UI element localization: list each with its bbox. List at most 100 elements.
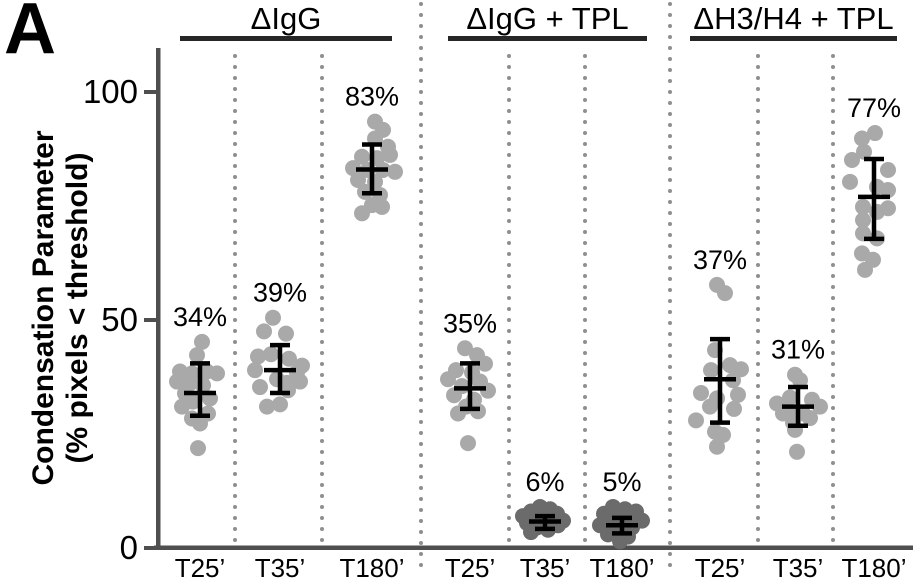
data-point <box>792 372 808 389</box>
data-point <box>194 333 210 350</box>
data-point <box>250 348 266 365</box>
condition-T25’: 34% T25’ <box>169 302 227 580</box>
mean-percent-label: 6% <box>525 467 564 497</box>
condition-divider-line <box>831 54 835 542</box>
data-point <box>192 415 208 432</box>
data-point <box>387 163 403 180</box>
data-point <box>730 386 746 403</box>
condition-T180’: 5% T180’ <box>589 467 654 580</box>
data-point <box>374 198 390 215</box>
data-point <box>247 362 263 379</box>
error-bar <box>858 156 890 242</box>
data-point <box>292 373 308 390</box>
mean-percent-label: 83% <box>345 82 399 112</box>
y-axis-title-line2: (% pixels < threshold) <box>61 152 94 464</box>
group-header-bar <box>448 36 647 41</box>
data-point <box>802 410 818 427</box>
data-point <box>856 143 872 160</box>
data-point <box>189 347 205 364</box>
group-header-bar <box>690 36 897 41</box>
group-header-label: ΔH3/H4 + TPL <box>693 1 893 36</box>
y-tick <box>144 546 156 550</box>
data-point <box>880 182 896 199</box>
error-bar <box>782 384 814 429</box>
group-divider-line <box>668 2 672 567</box>
x-tick-label: T35’ <box>773 553 824 580</box>
data-point <box>782 389 798 406</box>
data-point <box>703 362 719 379</box>
data-point <box>174 398 190 415</box>
data-point <box>256 323 272 340</box>
data-point <box>702 398 718 415</box>
group-header-label: ΔIgG + TPL <box>466 1 628 36</box>
data-point <box>688 412 704 429</box>
condition-T35’: 31% T35’ <box>769 335 828 580</box>
data-point <box>460 435 476 452</box>
data-point <box>693 384 709 401</box>
data-point <box>854 130 870 147</box>
error-bar <box>704 336 736 425</box>
condition-divider-line <box>583 54 587 542</box>
mean-percent-label: 37% <box>693 245 747 275</box>
data-point <box>715 426 731 443</box>
data-point <box>457 340 473 357</box>
data-point <box>480 382 496 399</box>
data-point <box>470 403 486 420</box>
mean-percent-label: 34% <box>173 302 227 332</box>
data-point <box>733 361 749 378</box>
y-tick-label: 50 <box>101 301 138 338</box>
data-point <box>842 173 858 190</box>
data-point <box>440 371 456 388</box>
y-tick <box>144 318 156 322</box>
data-point <box>281 350 297 367</box>
data-point <box>477 355 493 372</box>
x-tick-label: T25’ <box>695 553 746 580</box>
data-point <box>265 309 281 326</box>
x-tick-label: T180’ <box>841 553 906 580</box>
data-point <box>190 440 206 457</box>
x-tick-label: T180’ <box>339 553 404 580</box>
condition-divider-line <box>507 54 511 542</box>
group-header-label: ΔIgG <box>251 1 322 36</box>
mean-percent-label: 39% <box>253 278 307 308</box>
group-header-bar <box>180 36 392 41</box>
mean-percent-label: 5% <box>602 467 641 497</box>
data-point <box>278 325 294 342</box>
data-point <box>252 379 268 396</box>
mean-percent-label: 31% <box>771 335 825 365</box>
y-tick-label: 100 <box>83 73 138 110</box>
data-point <box>867 125 883 142</box>
condition-T180’: 83% T180’ <box>339 82 404 580</box>
condition-T35’: 39% T35’ <box>247 278 310 580</box>
data-point <box>844 151 860 168</box>
data-point <box>789 443 805 460</box>
data-point <box>280 382 296 399</box>
data-point <box>350 172 366 189</box>
condition-T35’: 6% T35’ <box>515 467 571 580</box>
data-point <box>354 148 370 165</box>
group-divider-line <box>419 2 423 567</box>
y-axis-line <box>156 48 161 550</box>
data-point <box>523 524 539 541</box>
data-point <box>857 261 873 278</box>
mean-percent-label: 35% <box>443 308 497 338</box>
data-point <box>209 365 225 382</box>
condition-T25’: 35% T25’ <box>440 308 497 580</box>
data-point <box>263 346 279 363</box>
x-tick-label: T35’ <box>520 553 571 580</box>
data-point <box>354 205 370 222</box>
condition-T180’: 77% T180’ <box>841 93 906 580</box>
error-bar <box>184 361 216 419</box>
x-tick-label: T25’ <box>445 553 496 580</box>
data-point <box>272 396 288 413</box>
error-bar <box>454 361 486 412</box>
condition-divider-line <box>320 54 324 542</box>
data-point <box>709 438 725 455</box>
data-point <box>169 373 185 390</box>
x-tick-label: T25’ <box>175 553 226 580</box>
x-axis-line <box>154 545 913 550</box>
data-point <box>726 400 742 417</box>
panel-label: A <box>4 0 56 69</box>
data-point <box>880 161 896 178</box>
